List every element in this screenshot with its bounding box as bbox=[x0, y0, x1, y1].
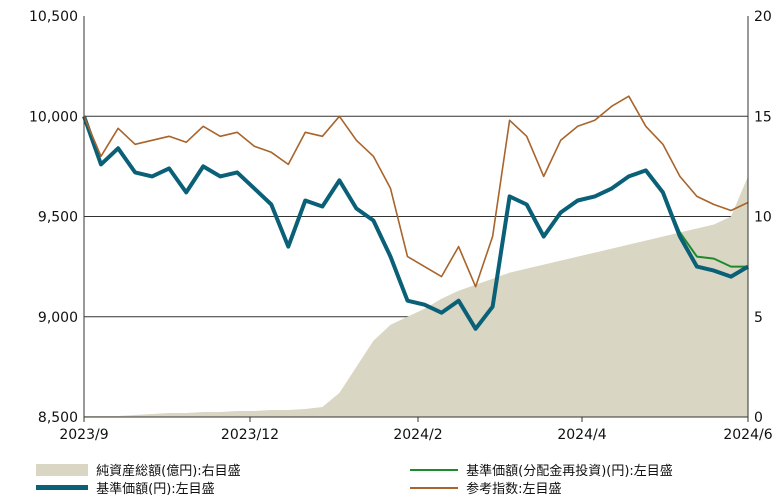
legend-item-reference-index: 参考指数:左目盛 bbox=[410, 478, 562, 497]
left-tick-label: 10,500 bbox=[29, 9, 78, 25]
area-swatch-icon bbox=[36, 463, 88, 476]
line-swatch-icon bbox=[410, 468, 458, 471]
legend-item-nav-reinvested: 基準価額(分配金再投資)(円):左目盛 bbox=[410, 460, 673, 479]
plot-frame bbox=[83, 16, 749, 418]
left-tick-label: 9,000 bbox=[38, 310, 78, 326]
x-tick-label: 2024/6 bbox=[723, 427, 772, 443]
legend-label: 純資産総額(億円):右目盛 bbox=[96, 464, 241, 479]
right-tick-label: 20 bbox=[754, 9, 772, 25]
x-tick-label: 2024/4 bbox=[557, 427, 606, 443]
thick-line-swatch-icon bbox=[36, 485, 88, 490]
right-tick-label: 0 bbox=[754, 410, 763, 426]
series-line bbox=[82, 115, 750, 331]
x-tick-label: 2023/9 bbox=[59, 427, 108, 443]
right-tick-label: 15 bbox=[754, 109, 772, 125]
x-tick-label: 2024/2 bbox=[393, 427, 442, 443]
legend-label: 基準価額(分配金再投資)(円):左目盛 bbox=[466, 464, 673, 479]
chart: 8,500 9,000 9,500 10,000 10,500 0 5 10 15 20 202… bbox=[29, 9, 773, 443]
left-axis-ticks: 8,500 9,000 9,500 10,000 10,500 bbox=[29, 9, 78, 426]
series-line bbox=[83, 95, 749, 288]
legend-label: 基準価額(円):左目盛 bbox=[96, 482, 215, 497]
right-tick-label: 10 bbox=[754, 210, 772, 226]
net-assets-area bbox=[84, 176, 748, 417]
legend-item-nav: 基準価額(円):左目盛 bbox=[36, 478, 215, 497]
series-lines bbox=[82, 95, 750, 331]
left-tick-label: 10,000 bbox=[29, 109, 78, 125]
x-axis-ticks: 2023/9 2023/12 2024/2 2024/4 2024/6 bbox=[59, 417, 773, 443]
right-axis-ticks: 0 5 10 15 20 bbox=[754, 9, 772, 426]
legend-item-net-assets: 純資産総額(億円):右目盛 bbox=[36, 460, 241, 479]
left-tick-label: 9,500 bbox=[38, 210, 78, 226]
legend-label: 参考指数:左目盛 bbox=[466, 482, 562, 497]
net-assets-area-path bbox=[84, 176, 748, 417]
right-tick-label: 5 bbox=[754, 310, 763, 326]
x-tick-label: 2023/12 bbox=[221, 427, 279, 443]
line-swatch-icon bbox=[410, 486, 458, 489]
left-tick-label: 8,500 bbox=[38, 410, 78, 426]
